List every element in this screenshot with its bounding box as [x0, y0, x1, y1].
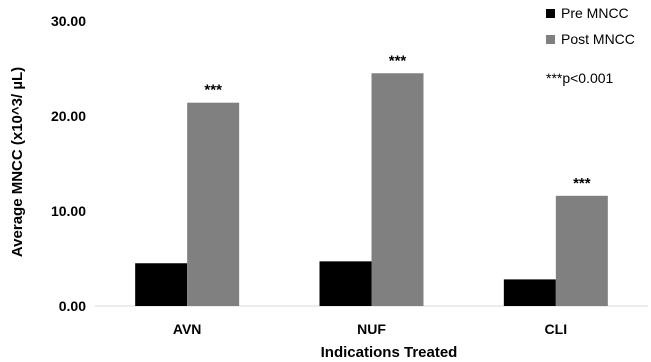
legend-swatch: [546, 35, 555, 44]
legend-swatch: [546, 9, 555, 18]
bar-pre-cli: [503, 279, 556, 306]
bar-post-nuf: [371, 73, 424, 306]
x-tick-label: AVN: [173, 321, 202, 337]
legend-label: Post MNCC: [561, 31, 635, 47]
y-tick-label: 0.00: [59, 298, 86, 314]
x-axis-tick-labels: AVN NUF CLI: [173, 321, 567, 337]
x-tick-label: NUF: [357, 321, 386, 337]
y-tick-label: 10.00: [51, 203, 86, 219]
y-tick-label: 20.00: [51, 108, 86, 124]
bar-post-cli: [555, 195, 608, 306]
significance-label: ***: [204, 82, 222, 99]
significance-label: ***: [389, 52, 407, 69]
x-tick-label: CLI: [545, 321, 568, 337]
y-axis-ticks: 0.00 10.00 20.00 30.00: [51, 13, 86, 314]
y-axis-title: Average MNCC (x10^3/ µL): [9, 67, 26, 257]
bar-pre-nuf: [319, 261, 372, 306]
legend-label: Pre MNCC: [561, 5, 629, 21]
significance-note: ***p<0.001: [546, 70, 614, 86]
significance-label: ***: [573, 175, 591, 192]
bar-post-avn: [187, 102, 240, 306]
x-axis-title: Indications Treated: [321, 344, 458, 361]
bar-pre-avn: [135, 263, 188, 306]
y-tick-label: 30.00: [51, 13, 86, 29]
legend: Pre MNCC Post MNCC: [546, 5, 635, 47]
significance-labels: *** *** ***: [204, 52, 590, 192]
bars: [135, 73, 608, 306]
